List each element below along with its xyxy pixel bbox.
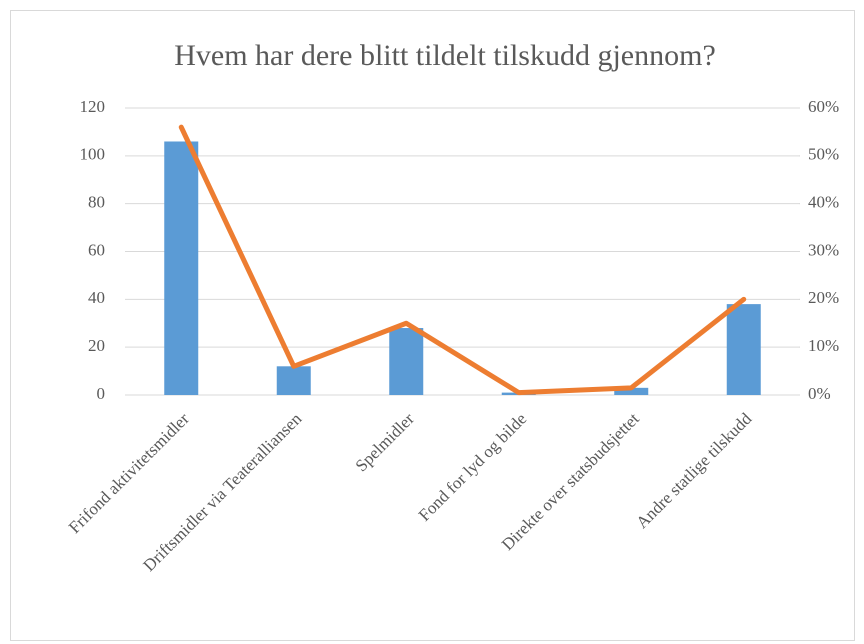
bar xyxy=(389,328,424,395)
y2-tick-label: 60% xyxy=(808,97,839,116)
chart-title: Hvem har dere blitt tildelt tilskudd gje… xyxy=(174,39,716,72)
y-tick-label: 100 xyxy=(80,145,106,164)
y-tick-label: 80 xyxy=(88,193,105,212)
bar xyxy=(276,366,311,395)
bar xyxy=(164,141,199,395)
y2-tick-label: 20% xyxy=(808,288,839,307)
y-tick-label: 60 xyxy=(88,240,105,259)
y-tick-label: 120 xyxy=(80,97,106,116)
bar xyxy=(726,304,761,395)
bar xyxy=(614,387,649,395)
y2-tick-label: 30% xyxy=(808,240,839,259)
y-tick-label: 20 xyxy=(88,336,105,355)
y-tick-label: 0 xyxy=(97,384,106,403)
y2-tick-label: 50% xyxy=(808,145,839,164)
y2-tick-label: 0% xyxy=(808,384,831,403)
line xyxy=(178,124,747,396)
y2-tick-label: 10% xyxy=(808,336,839,355)
y2-tick-label: 40% xyxy=(808,193,839,212)
y-tick-label: 40 xyxy=(88,288,105,307)
